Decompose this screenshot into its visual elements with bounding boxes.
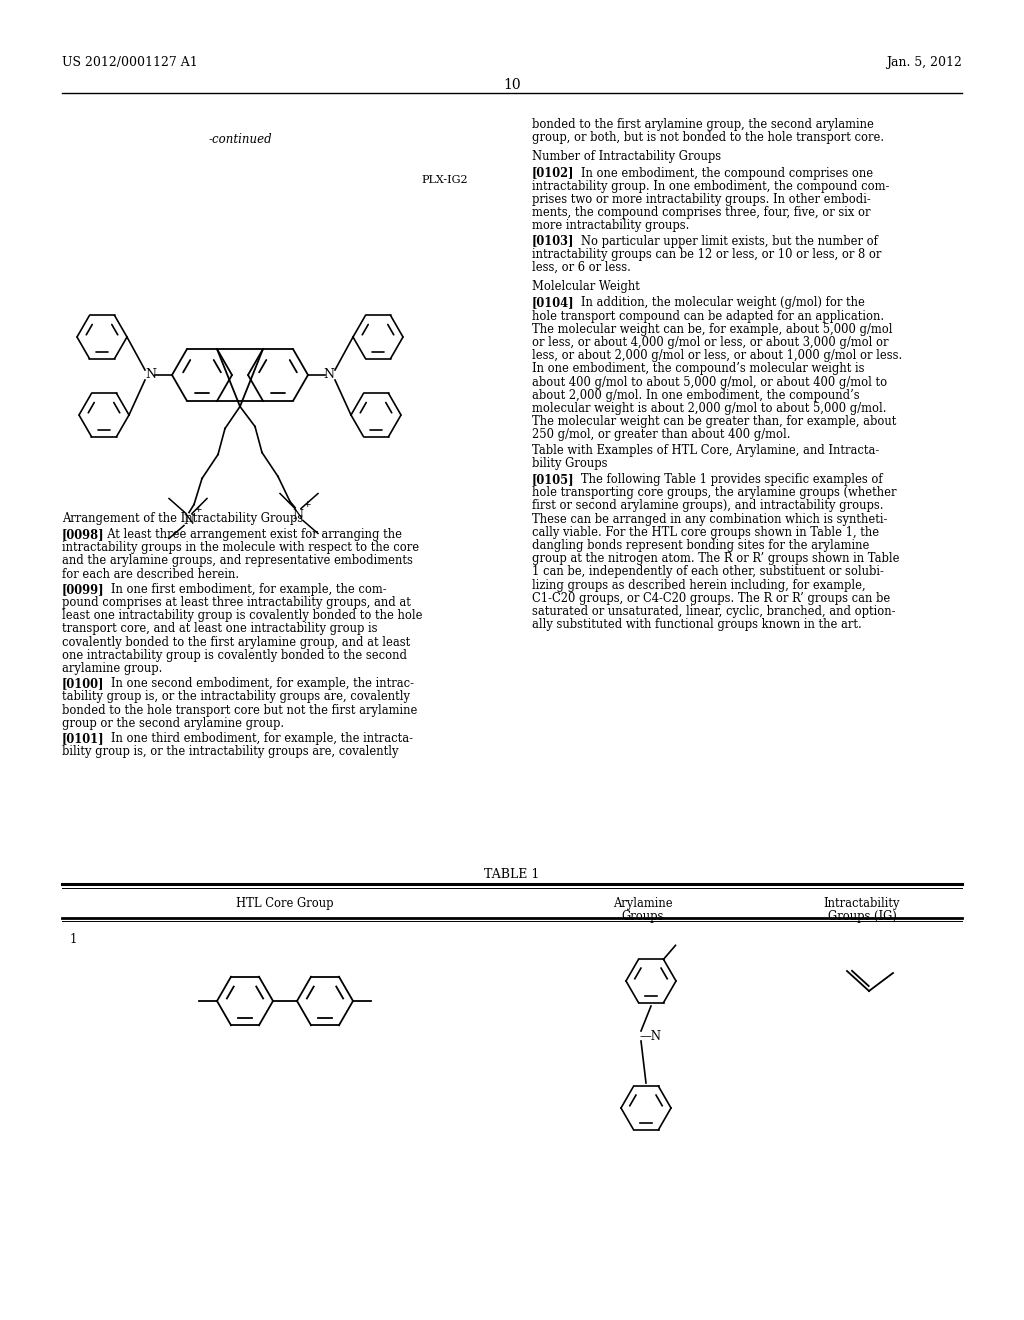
Text: These can be arranged in any combination which is syntheti-: These can be arranged in any combination…: [532, 512, 888, 525]
Text: C1-C20 groups, or C4-C20 groups. The R or R’ groups can be: C1-C20 groups, or C4-C20 groups. The R o…: [532, 591, 890, 605]
Text: —N: —N: [639, 1030, 662, 1043]
Text: intractability groups can be 12 or less, or 10 or less, or 8 or: intractability groups can be 12 or less,…: [532, 248, 882, 261]
Text: about 400 g/mol to about 5,000 g/mol, or about 400 g/mol to: about 400 g/mol to about 5,000 g/mol, or…: [532, 376, 887, 388]
Text: [0100]: [0100]: [62, 677, 104, 690]
Text: [0105]: [0105]: [532, 473, 574, 486]
Text: or less, or about 4,000 g/mol or less, or about 3,000 g/mol or: or less, or about 4,000 g/mol or less, o…: [532, 337, 889, 348]
Text: more intractability groups.: more intractability groups.: [532, 219, 689, 232]
Text: hole transporting core groups, the arylamine groups (whether: hole transporting core groups, the aryla…: [532, 486, 896, 499]
Text: Molelcular Weight: Molelcular Weight: [532, 280, 640, 293]
Text: first or second arylamine groups), and intractability groups.: first or second arylamine groups), and i…: [532, 499, 884, 512]
Text: N: N: [293, 510, 303, 521]
Text: [0104]: [0104]: [532, 297, 574, 309]
Text: Groups: Groups: [622, 909, 665, 923]
Text: +: +: [195, 506, 202, 513]
Text: one intractability group is covalently bonded to the second: one intractability group is covalently b…: [62, 649, 407, 661]
Text: [0103]: [0103]: [532, 235, 574, 248]
Text: dangling bonds represent bonding sites for the arylamine: dangling bonds represent bonding sites f…: [532, 539, 869, 552]
Text: In one first embodiment, for example, the com-: In one first embodiment, for example, th…: [100, 583, 387, 595]
Text: 250 g/mol, or greater than about 400 g/mol.: 250 g/mol, or greater than about 400 g/m…: [532, 429, 791, 441]
Text: intractability groups in the molecule with respect to the core: intractability groups in the molecule wi…: [62, 541, 419, 554]
Text: US 2012/0001127 A1: US 2012/0001127 A1: [62, 55, 198, 69]
Text: about 2,000 g/mol. In one embodiment, the compound’s: about 2,000 g/mol. In one embodiment, th…: [532, 389, 859, 401]
Text: In one second embodiment, for example, the intrac-: In one second embodiment, for example, t…: [100, 677, 414, 690]
Text: pound comprises at least three intractability groups, and at: pound comprises at least three intractab…: [62, 597, 411, 609]
Text: less, or about 2,000 g/mol or less, or about 1,000 g/mol or less.: less, or about 2,000 g/mol or less, or a…: [532, 350, 902, 362]
Text: 1: 1: [70, 933, 78, 946]
Text: -continued: -continued: [208, 133, 271, 147]
Text: molecular weight is about 2,000 g/mol to about 5,000 g/mol.: molecular weight is about 2,000 g/mol to…: [532, 403, 887, 414]
Text: ments, the compound comprises three, four, five, or six or: ments, the compound comprises three, fou…: [532, 206, 870, 219]
Text: prises two or more intractability groups. In other embodi-: prises two or more intractability groups…: [532, 193, 870, 206]
Text: +: +: [303, 500, 310, 510]
Text: TABLE 1: TABLE 1: [484, 869, 540, 880]
Text: N: N: [145, 368, 157, 381]
Text: bonded to the first arylamine group, the second arylamine: bonded to the first arylamine group, the…: [532, 117, 873, 131]
Text: N: N: [324, 368, 335, 381]
Text: intractability group. In one embodiment, the compound com-: intractability group. In one embodiment,…: [532, 180, 890, 193]
Text: [0098]: [0098]: [62, 528, 104, 541]
Text: group at the nitrogen atom. The R or R’ groups shown in Table: group at the nitrogen atom. The R or R’ …: [532, 552, 899, 565]
Text: group, or both, but is not bonded to the hole transport core.: group, or both, but is not bonded to the…: [532, 131, 884, 144]
Text: HTL Core Group: HTL Core Group: [237, 898, 334, 909]
Text: bility Groups: bility Groups: [532, 457, 607, 470]
Text: [0102]: [0102]: [532, 166, 574, 180]
Text: Jan. 5, 2012: Jan. 5, 2012: [886, 55, 962, 69]
Text: 1 can be, independently of each other, substituent or solubi-: 1 can be, independently of each other, s…: [532, 565, 884, 578]
Text: group or the second arylamine group.: group or the second arylamine group.: [62, 717, 284, 730]
Text: hole transport compound can be adapted for an application.: hole transport compound can be adapted f…: [532, 310, 884, 322]
Text: transport core, and at least one intractability group is: transport core, and at least one intract…: [62, 623, 378, 635]
Text: saturated or unsaturated, linear, cyclic, branched, and option-: saturated or unsaturated, linear, cyclic…: [532, 605, 896, 618]
Text: In one embodiment, the compound comprises one: In one embodiment, the compound comprise…: [570, 166, 873, 180]
Text: Intractability: Intractability: [823, 898, 900, 909]
Text: At least three arrangement exist for arranging the: At least three arrangement exist for arr…: [100, 528, 402, 541]
Text: Arrangement of the Intractability Groups: Arrangement of the Intractability Groups: [62, 512, 303, 525]
Text: In addition, the molecular weight (g/mol) for the: In addition, the molecular weight (g/mol…: [570, 297, 865, 309]
Text: for each are described herein.: for each are described herein.: [62, 568, 240, 581]
Text: bonded to the hole transport core but not the first arylamine: bonded to the hole transport core but no…: [62, 704, 418, 717]
Text: ally substituted with functional groups known in the art.: ally substituted with functional groups …: [532, 618, 862, 631]
Text: No particular upper limit exists, but the number of: No particular upper limit exists, but th…: [570, 235, 878, 248]
Text: Arylamine: Arylamine: [613, 898, 673, 909]
Text: The molecular weight can be, for example, about 5,000 g/mol: The molecular weight can be, for example…: [532, 323, 893, 335]
Text: least one intractability group is covalently bonded to the hole: least one intractability group is covale…: [62, 610, 423, 622]
Text: Groups (IG): Groups (IG): [827, 909, 896, 923]
Text: arylamine group.: arylamine group.: [62, 663, 163, 675]
Text: In one third embodiment, for example, the intracta-: In one third embodiment, for example, th…: [100, 733, 413, 744]
Text: PLX-IG2: PLX-IG2: [421, 176, 468, 185]
Text: Table with Examples of HTL Core, Arylamine, and Intracta-: Table with Examples of HTL Core, Arylami…: [532, 444, 880, 457]
Text: The molecular weight can be greater than, for example, about: The molecular weight can be greater than…: [532, 416, 896, 428]
Text: N: N: [183, 513, 195, 527]
Text: lizing groups as described herein including, for example,: lizing groups as described herein includ…: [532, 578, 865, 591]
Text: [0101]: [0101]: [62, 733, 104, 744]
Text: cally viable. For the HTL core groups shown in Table 1, the: cally viable. For the HTL core groups sh…: [532, 525, 880, 539]
Text: less, or 6 or less.: less, or 6 or less.: [532, 261, 631, 275]
Text: bility group is, or the intractability groups are, covalently: bility group is, or the intractability g…: [62, 746, 398, 758]
Text: The following Table 1 provides specific examples of: The following Table 1 provides specific …: [570, 473, 883, 486]
Text: In one embodiment, the compound’s molecular weight is: In one embodiment, the compound’s molecu…: [532, 363, 864, 375]
Text: covalently bonded to the first arylamine group, and at least: covalently bonded to the first arylamine…: [62, 636, 411, 648]
Text: [0099]: [0099]: [62, 583, 104, 595]
Text: Number of Intractability Groups: Number of Intractability Groups: [532, 150, 721, 164]
Text: 10: 10: [503, 78, 521, 92]
Text: tability group is, or the intractability groups are, covalently: tability group is, or the intractability…: [62, 690, 410, 704]
Text: and the arylamine groups, and representative embodiments: and the arylamine groups, and representa…: [62, 554, 413, 568]
